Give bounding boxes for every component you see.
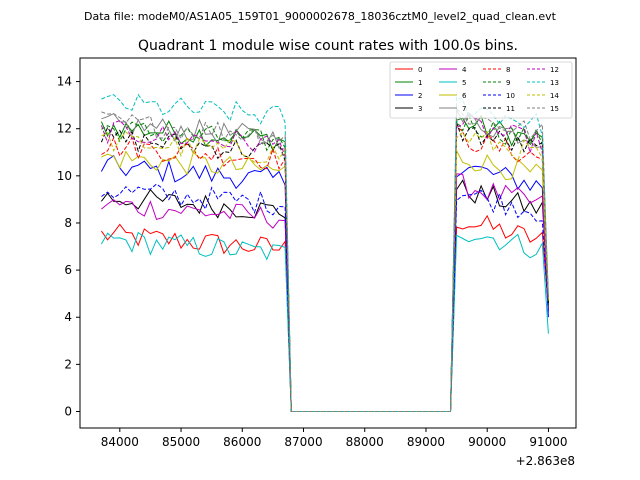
legend-label-3: 3 <box>418 105 422 113</box>
legend-label-1: 1 <box>418 79 422 87</box>
series-line-0 <box>100 214 549 412</box>
series-line-10 <box>101 183 549 412</box>
x-axis: 84000 85000 86000 87000 88000 89000 90000 91000 <box>101 428 568 449</box>
legend-label-6: 6 <box>462 92 467 100</box>
series-line-12 <box>100 113 549 412</box>
series-line-4 <box>101 173 549 412</box>
x-tick-label: 86000 <box>223 435 261 449</box>
legend-label-9: 9 <box>506 79 510 87</box>
legend-label-10: 10 <box>506 92 515 100</box>
series-line-11 <box>100 122 549 412</box>
x-offset-label: +2.863e8 <box>516 454 575 468</box>
x-tick-label: 88000 <box>346 435 384 449</box>
data-file-label: Data file: modeM0/AS1A05_159T01_90000026… <box>84 10 557 23</box>
legend-label-13: 13 <box>550 79 559 87</box>
series-line-13 <box>101 93 549 412</box>
x-tick-label: 84000 <box>101 435 139 449</box>
y-tick-label: 10 <box>57 169 72 183</box>
x-tick-label: 90000 <box>468 435 506 449</box>
series-line-5 <box>100 231 549 412</box>
y-tick-label: 6 <box>64 263 72 277</box>
plot-frame <box>79 57 577 429</box>
y-tick-label: 0 <box>64 405 72 419</box>
series-line-14 <box>101 130 549 412</box>
legend-label-2: 2 <box>418 92 422 100</box>
series-line-15 <box>101 108 549 412</box>
series-line-8 <box>101 125 549 412</box>
legend-label-8: 8 <box>506 66 510 74</box>
legend-label-4: 4 <box>462 66 467 74</box>
chart-title: Quadrant 1 module wise count rates with … <box>138 38 518 54</box>
legend-label-7: 7 <box>462 105 466 113</box>
x-tick-label: 85000 <box>162 435 200 449</box>
legend-label-15: 15 <box>550 105 559 113</box>
y-axis: 0 2 4 6 8 10 12 14 <box>57 75 80 419</box>
y-tick-label: 4 <box>64 310 72 324</box>
series-line-3 <box>101 179 549 412</box>
x-tick-label: 91000 <box>529 435 567 449</box>
legend-label-0: 0 <box>418 66 422 74</box>
y-tick-label: 14 <box>57 75 72 89</box>
plot-lines <box>100 93 549 412</box>
series-line-1 <box>100 114 549 412</box>
legend-label-5: 5 <box>462 79 466 87</box>
y-tick-label: 12 <box>57 122 72 136</box>
legend-box <box>389 61 573 119</box>
legend-label-12: 12 <box>550 66 559 74</box>
series-line-2 <box>100 154 549 412</box>
series-line-7 <box>101 109 549 412</box>
y-tick-label: 8 <box>64 216 72 230</box>
x-tick-label: 89000 <box>407 435 445 449</box>
y-tick-label: 2 <box>64 357 72 371</box>
series-line-6 <box>101 148 549 412</box>
legend-label-14: 14 <box>550 92 559 100</box>
series-line-9 <box>101 114 549 412</box>
legend-label-11: 11 <box>506 105 515 113</box>
x-tick-label: 87000 <box>284 435 322 449</box>
